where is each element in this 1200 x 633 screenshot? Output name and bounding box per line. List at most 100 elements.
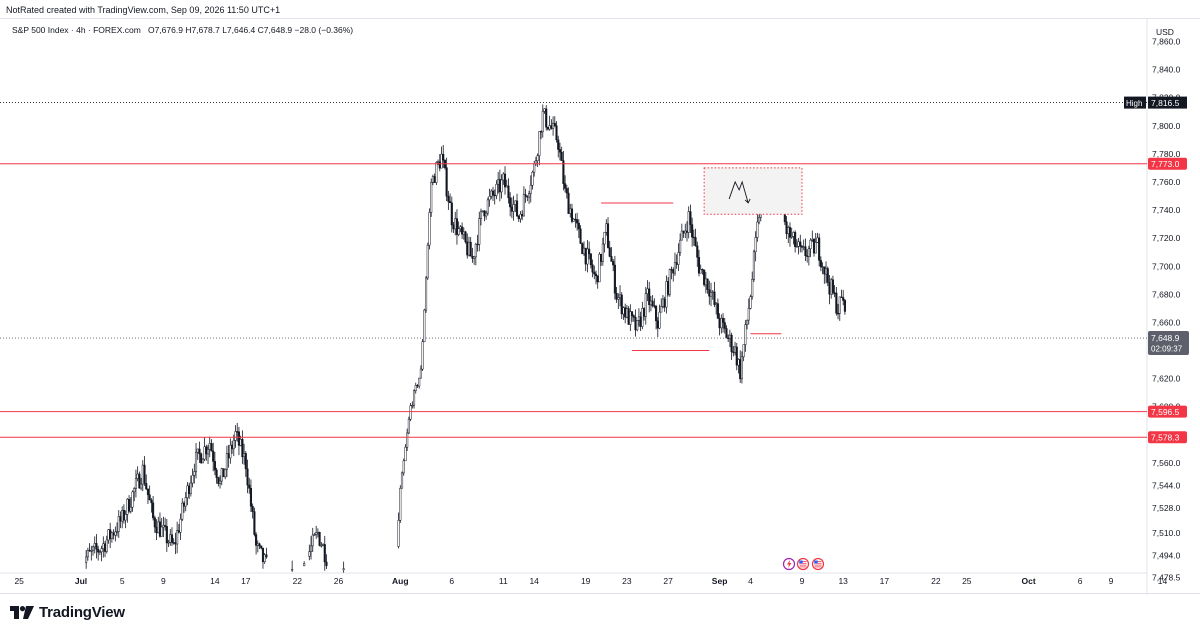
candle-body (526, 196, 529, 198)
candle-body (303, 563, 306, 566)
candle-body (210, 443, 213, 452)
candle-body (129, 506, 132, 512)
candle-body (752, 251, 755, 280)
candle-body (474, 243, 477, 258)
candle-body (531, 171, 534, 186)
candle-body (541, 111, 544, 133)
candle-body (325, 561, 328, 567)
candle-body (145, 483, 148, 490)
candle-body (627, 308, 630, 325)
candle-body (509, 197, 512, 208)
candle-body (709, 292, 713, 297)
x-tick-label: 17 (880, 576, 890, 586)
candle-body (140, 483, 143, 489)
x-tick-label: 9 (1109, 576, 1114, 586)
candle-body (155, 526, 158, 534)
currency-label[interactable]: USD (1156, 27, 1174, 37)
candle-body (194, 451, 198, 472)
candle-body (212, 450, 215, 462)
candle-body (179, 518, 182, 533)
candle-body (182, 502, 186, 507)
price-chart-svg[interactable]: 7,478.5 7,494.0 7,510.0 7,528.0 7,544.0 7,560… (0, 19, 1200, 595)
candle-body (557, 139, 560, 150)
candle-body (842, 297, 845, 301)
candle-body (837, 312, 840, 315)
candle-body (625, 308, 628, 318)
candle-body (608, 247, 611, 257)
x-tick-label: 9 (800, 576, 805, 586)
candle-body (584, 247, 587, 265)
candle-body (572, 218, 575, 222)
x-tick-label: 6 (1078, 576, 1083, 586)
candle-body (737, 359, 740, 366)
candle-body (591, 264, 594, 273)
candle-body (637, 316, 640, 321)
candle-body (533, 163, 536, 173)
candle-body (493, 194, 496, 197)
brand-name: TradingView (39, 603, 125, 621)
x-tick-label: 23 (622, 576, 632, 586)
candle-body (435, 162, 438, 183)
y-tick-label: 7,840.0 (1152, 65, 1181, 75)
candle-body (229, 444, 232, 459)
candle-body (816, 237, 819, 243)
candle-body (150, 499, 153, 504)
candle-body (603, 232, 606, 245)
candle-body (560, 151, 563, 161)
chart-caption: NotRated created with TradingView.com, S… (6, 5, 281, 15)
candle-body (679, 239, 682, 253)
candle-body (684, 230, 687, 234)
legend-change: −28.0 (−0.36%) (294, 25, 354, 35)
candle-body (90, 550, 93, 552)
us-flag-icon[interactable] (811, 557, 825, 571)
candle-body (586, 248, 589, 265)
chart-area[interactable]: 7,478.5 7,494.0 7,510.0 7,528.0 7,544.0 7,560… (0, 18, 1200, 595)
candle-body (606, 223, 610, 248)
candle-body (452, 224, 455, 230)
candle-body (88, 549, 91, 552)
y-tick-label: 7,720.0 (1152, 233, 1181, 243)
candle-body (620, 294, 623, 315)
candle-body (165, 526, 168, 544)
x-tick-label: 13 (838, 576, 848, 586)
tradingview-logo[interactable]: TradingView (10, 604, 125, 621)
candle-body (215, 469, 218, 478)
candle-body (799, 241, 802, 247)
resistance-7773-label: 7,773.0 (1151, 159, 1180, 169)
x-tick-label: 4 (748, 576, 753, 586)
candle-body (529, 184, 532, 194)
symbol-legend: S&P 500 Index · 4h · FOREX.com O7,676.9 … (12, 25, 353, 35)
candle-body (691, 224, 694, 238)
y-tick-label: 7,560.0 (1152, 458, 1181, 468)
candle-body (576, 219, 579, 224)
candle-body (521, 214, 524, 217)
candle-body (631, 311, 634, 316)
candle-body (594, 273, 598, 276)
y-tick-label: 7,740.0 (1152, 205, 1181, 215)
y-tick-label: 7,544.0 (1152, 480, 1181, 490)
candle-body (485, 212, 488, 217)
candle-body (473, 256, 476, 259)
candle-body (703, 269, 706, 286)
candle-body (653, 305, 656, 307)
candle-body (833, 292, 836, 294)
candle-body (588, 248, 591, 255)
high-tag-bg (1124, 96, 1146, 109)
candle-body (152, 502, 155, 519)
candle-body (478, 218, 481, 245)
candle-body (550, 125, 553, 129)
candle-body (524, 194, 527, 197)
candle-body (208, 443, 211, 450)
candle-body (536, 155, 539, 161)
candle-body (200, 453, 203, 464)
us-flag-icon[interactable] (796, 557, 810, 571)
candle-body (503, 173, 507, 188)
candle-body (433, 176, 436, 183)
candle-body (412, 390, 416, 406)
candle-body (812, 239, 816, 254)
candle-body (418, 377, 421, 387)
candle-body (91, 546, 95, 551)
candle-body (222, 468, 225, 478)
support-7596-5-tag (1148, 405, 1187, 418)
lightning-icon[interactable] (782, 557, 796, 571)
